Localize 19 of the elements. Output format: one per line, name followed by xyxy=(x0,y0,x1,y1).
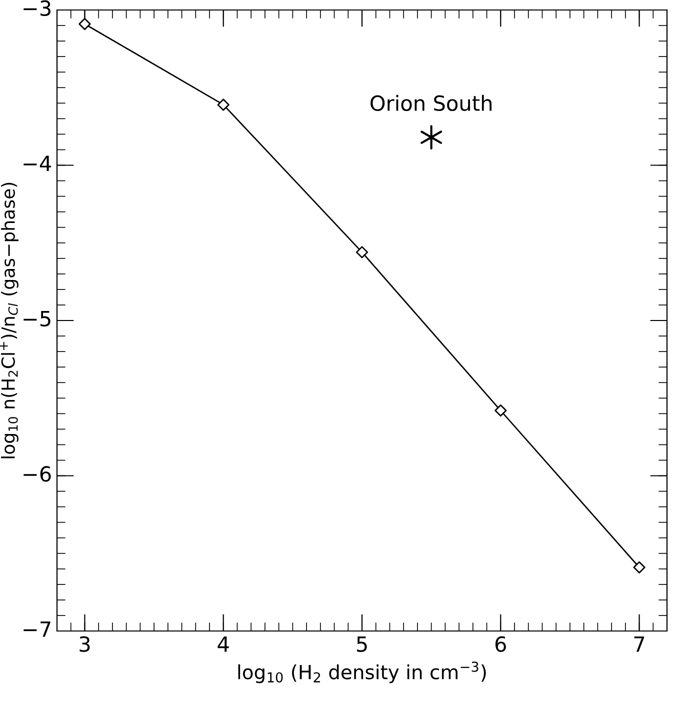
y-tick-label: −4 xyxy=(24,156,51,171)
y-tick-label: −6 xyxy=(24,466,51,482)
x-tick-label: 3 xyxy=(80,636,90,652)
point xyxy=(356,246,368,258)
point xyxy=(494,404,507,417)
y-tick-label: −7 xyxy=(24,622,50,637)
annotation: Orion South xyxy=(370,94,492,112)
point xyxy=(78,18,91,30)
x-tick-label: 5 xyxy=(356,636,367,652)
x-tick-label: 6 xyxy=(495,636,506,652)
point xyxy=(217,98,230,111)
x-tick-label: 7 xyxy=(634,636,644,652)
point xyxy=(420,125,442,150)
y-tick-label: −5 xyxy=(24,311,50,327)
y-tick-label: −3 xyxy=(24,0,50,16)
x-tick-label: 4 xyxy=(218,636,229,652)
point xyxy=(633,561,646,574)
text: log$_{10}$ n(H$_{2}$Cl$^{+}$)/n$_{Cl}$ (gas−phase) xyxy=(0,182,18,458)
x-axis-title: log$_{10}$ (H$_{2}$ density in cm$^{−3}$) xyxy=(238,662,486,684)
